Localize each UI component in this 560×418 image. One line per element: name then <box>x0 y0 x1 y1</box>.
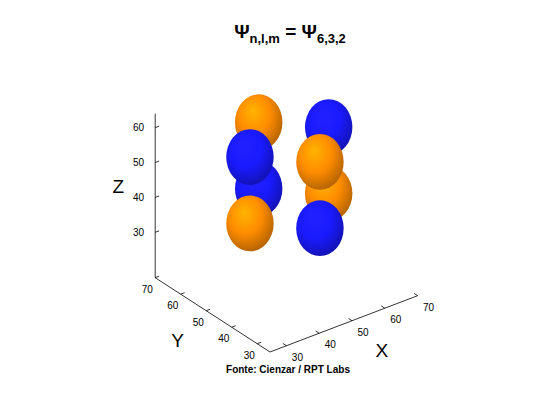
axes: 30 40 50 60 70 30 40 50 60 70 30 40 50 60 X Y Z <box>112 114 434 363</box>
z-tick <box>155 126 159 128</box>
y-tick <box>232 326 236 328</box>
y-tick-label: 50 <box>193 317 205 328</box>
background <box>0 0 560 418</box>
z-tick <box>155 231 159 233</box>
x-tick <box>283 343 287 345</box>
x-tick <box>349 318 353 320</box>
x-tick-label: 30 <box>292 352 304 363</box>
z-axis-line <box>155 114 156 278</box>
y-axis-title: Y <box>171 330 184 351</box>
source: Fonte: Cienzar / RPT Labs <box>226 364 350 375</box>
y-axis-line <box>155 278 270 352</box>
x-tick-label: 60 <box>390 314 402 325</box>
lobe <box>226 195 273 251</box>
y-tick <box>155 276 159 278</box>
z-tick-label: 40 <box>133 192 145 203</box>
title: Ψn,l,m = Ψ6,3,2 <box>234 21 346 46</box>
x-tick-label: 50 <box>357 327 369 338</box>
z-tick-label: 50 <box>133 157 145 168</box>
title-part: Ψ <box>234 21 249 42</box>
z-tick <box>155 196 159 198</box>
x-tick <box>316 331 320 333</box>
x-tick <box>381 306 385 308</box>
title-subscript: n,l,m <box>250 31 280 46</box>
x-axis-title: X <box>375 340 388 361</box>
x-tick <box>414 293 418 295</box>
x-tick-label: 40 <box>325 339 337 350</box>
y-tick <box>206 309 210 311</box>
z-tick-label: 30 <box>133 227 145 238</box>
y-tick <box>257 342 261 344</box>
chart: 30 40 50 60 70 30 40 50 60 70 30 40 50 60 X Y Z Ψn,l,m = … <box>0 0 560 418</box>
lobe <box>296 134 343 190</box>
y-tick-label: 60 <box>167 300 179 311</box>
plot-area <box>226 94 352 256</box>
title-part: = Ψ <box>280 21 317 42</box>
title-subscript: 6,3,2 <box>317 31 346 46</box>
y-tick-label: 30 <box>244 350 256 361</box>
y-tick-label: 40 <box>218 333 230 344</box>
z-tick <box>155 161 159 163</box>
z-tick-label: 60 <box>133 122 145 133</box>
x-tick-label: 70 <box>423 302 435 313</box>
z-axis-title: Z <box>112 176 124 197</box>
lobe <box>226 129 273 185</box>
y-tick-label: 70 <box>142 284 154 295</box>
x-axis-line <box>270 296 418 352</box>
y-tick <box>181 293 185 295</box>
lobe <box>296 200 343 256</box>
